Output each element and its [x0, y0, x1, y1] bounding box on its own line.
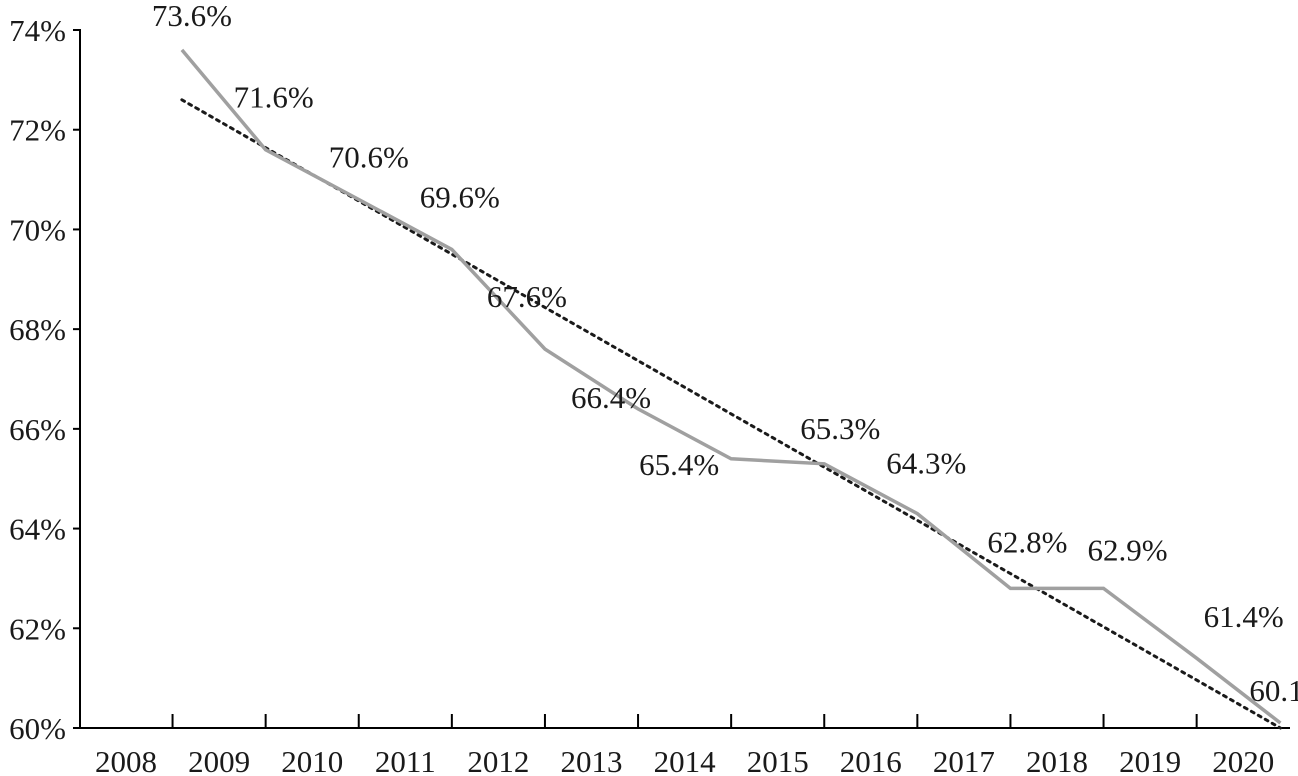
data-label: 62.9%	[1088, 532, 1168, 567]
y-tick-label: 68%	[9, 312, 66, 347]
y-tick-label: 60%	[9, 711, 66, 746]
data-labels: 73.6% 71.6% 70.6% 69.6% 67.6% 66.4% 65.4% 65.3%…	[152, 0, 1298, 708]
y-tick-label: 64%	[9, 512, 66, 547]
data-label: 73.6%	[152, 0, 232, 33]
x-tick-label: 2016	[840, 744, 902, 776]
data-label: 62.8%	[987, 524, 1067, 559]
x-tick-label: 2013	[561, 744, 623, 776]
y-tick-label: 72%	[9, 113, 66, 148]
data-label: 64.3%	[886, 446, 966, 481]
data-label: 67.6%	[487, 279, 567, 314]
y-tick-label: 66%	[9, 412, 66, 447]
series-line	[180, 48, 1282, 725]
data-label: 65.4%	[639, 447, 719, 482]
data-label: 65.3%	[800, 411, 880, 446]
x-tick-label: 2014	[654, 744, 717, 776]
x-tick-label: 2012	[467, 744, 529, 776]
series-layer	[180, 48, 1282, 725]
x-tick-label: 2020	[1212, 744, 1274, 776]
x-tick-label: 2010	[281, 744, 343, 776]
y-tick-label: 62%	[9, 611, 66, 646]
x-tick-label: 2019	[1119, 744, 1181, 776]
x-tick-label: 2009	[188, 744, 250, 776]
data-label: 71.6%	[234, 80, 314, 115]
data-label: 61.4%	[1204, 599, 1284, 634]
y-tick-label: 70%	[9, 212, 66, 247]
x-tick-label: 2017	[933, 744, 995, 776]
x-axis: 2008 2009 2010 2011 2012 2013 2014 2015 2016 2017…	[80, 714, 1290, 776]
data-label: 60.1%	[1249, 673, 1298, 708]
x-tick-label: 2015	[747, 744, 809, 776]
data-label: 70.6%	[329, 140, 409, 175]
data-label: 69.6%	[420, 179, 500, 214]
x-tick-label: 2008	[95, 744, 157, 776]
data-label: 66.4%	[571, 380, 651, 415]
x-tick-label: 2018	[1026, 744, 1088, 776]
y-tick-label: 74%	[9, 13, 66, 48]
x-tick-label: 2011	[375, 744, 436, 776]
y-axis: 60% 62% 64% 66% 68% 70% 72% 74%	[9, 13, 81, 746]
